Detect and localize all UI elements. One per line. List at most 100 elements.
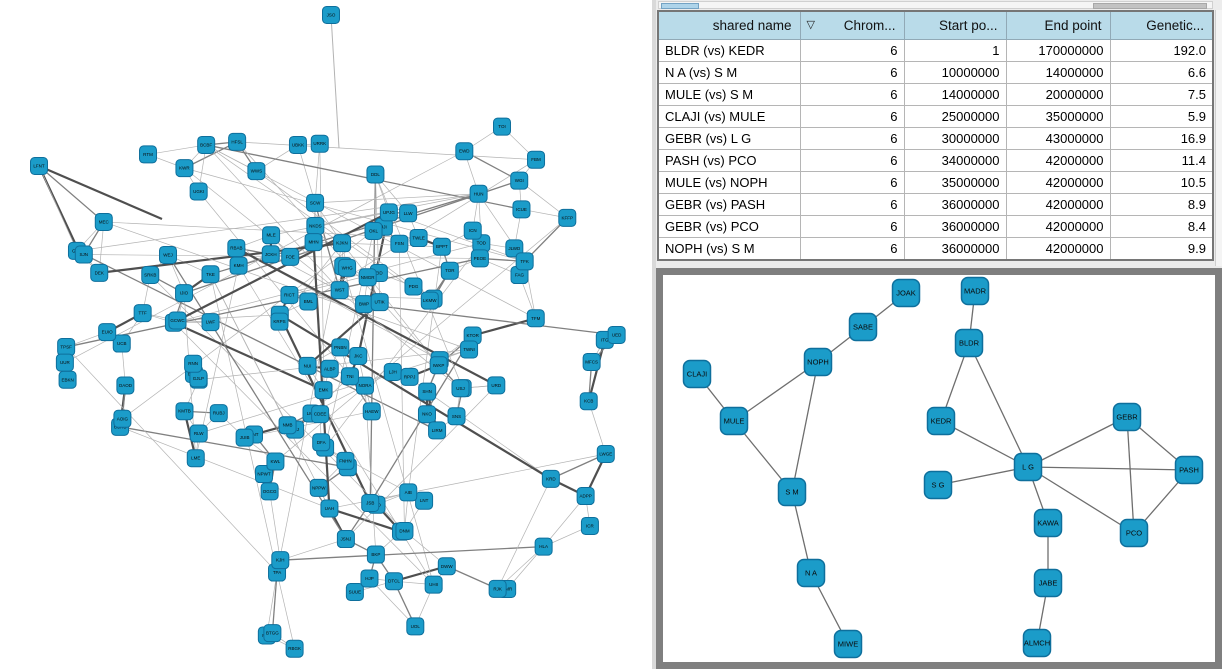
network-node[interactable]: BML <box>299 292 318 311</box>
detail-network-panel[interactable]: JOAK MADR SABE BLDR NOPH CLAJI GEBR MULE KEDR L G… <box>656 268 1222 669</box>
network-node[interactable]: WGI <box>510 171 529 190</box>
network-node[interactable]: DTCL <box>384 572 403 591</box>
network-node[interactable]: MADR <box>960 276 990 306</box>
network-edge[interactable] <box>1027 466 1135 534</box>
scrollbar-thumb[interactable] <box>661 3 699 9</box>
network-node[interactable]: JSB <box>361 493 380 512</box>
network-node[interactable]: EWD <box>455 142 474 161</box>
network-node[interactable]: S M <box>777 477 807 507</box>
network-node[interactable]: JSNJ <box>336 530 355 549</box>
network-edge[interactable] <box>791 361 819 493</box>
network-node[interactable]: JABE <box>1033 568 1063 598</box>
network-node[interactable]: KJH <box>271 551 290 570</box>
network-node[interactable]: PNBN <box>331 338 350 357</box>
network-node[interactable]: BWP <box>355 295 374 314</box>
column-header-shared-name[interactable]: shared name <box>657 10 801 40</box>
network-node[interactable]: LME <box>186 449 205 468</box>
network-node[interactable]: TWNI <box>460 340 479 359</box>
network-node[interactable]: RJK <box>488 579 507 598</box>
network-node[interactable]: IJIO <box>175 284 194 303</box>
network-node[interactable]: EBKN <box>58 370 77 389</box>
network-node[interactable]: GCWC <box>168 311 187 330</box>
network-node[interactable]: GEBR <box>1112 402 1142 432</box>
network-node[interactable]: JOAK <box>891 278 921 308</box>
network-node[interactable]: BLDR <box>954 328 984 358</box>
network-node[interactable]: DNM <box>395 521 414 540</box>
network-node[interactable]: RUBJ <box>209 404 228 423</box>
network-node[interactable]: LFNT <box>30 157 48 175</box>
network-node[interactable]: KCB <box>579 392 598 411</box>
network-node[interactable]: WWS <box>247 162 266 181</box>
network-node[interactable]: KAWA <box>1033 508 1063 538</box>
network-node[interactable]: FSN <box>390 234 409 253</box>
network-edge[interactable] <box>937 466 1029 486</box>
network-node[interactable]: RNN <box>184 354 203 373</box>
overview-network-panel[interactable]: JSOLFNTKOMABDRLJABLTKEUBUKMTBSCWGPGRUBJE… <box>0 0 652 669</box>
network-node[interactable]: EUIO <box>98 323 117 342</box>
table-row[interactable]: MULE (vs) S M 6 14000000 20000000 7.5 <box>657 83 1214 106</box>
network-node[interactable]: LIRM <box>428 421 447 440</box>
network-node[interactable]: LLW <box>399 204 418 223</box>
network-node[interactable]: ICN <box>463 221 482 240</box>
network-node[interactable]: TFM <box>526 309 545 328</box>
network-node[interactable]: DWW <box>437 557 456 576</box>
network-edge[interactable] <box>1027 416 1128 468</box>
network-node[interactable]: AIB <box>399 483 418 502</box>
network-node[interactable]: UED <box>607 325 626 344</box>
column-header-chrom---[interactable]: ▽ Chrom... <box>799 10 905 40</box>
network-node[interactable]: FNHN <box>336 451 355 470</box>
network-node[interactable]: ICR <box>580 516 599 535</box>
network-node[interactable]: KWR <box>175 159 194 178</box>
network-node[interactable]: EMK <box>314 381 333 400</box>
network-node[interactable]: KFFP <box>558 208 577 227</box>
network-node[interactable]: NORA <box>355 376 374 395</box>
network-node[interactable]: OGCG <box>260 482 279 501</box>
network-node[interactable]: KJKN <box>333 234 352 253</box>
network-node[interactable]: NOPH <box>803 347 833 377</box>
network-node[interactable]: MHN <box>304 233 323 252</box>
network-node[interactable]: RTM <box>139 145 158 164</box>
network-node[interactable]: UBKK <box>288 135 307 154</box>
network-node[interactable]: MFCS <box>582 352 601 371</box>
network-node[interactable]: WEJ <box>159 245 178 264</box>
scrollbar-thumb-secondary[interactable] <box>1093 3 1207 9</box>
network-node[interactable]: LWF <box>201 313 220 332</box>
horizontal-scrollbar[interactable] <box>658 1 1213 9</box>
network-node[interactable]: RICT <box>280 286 299 305</box>
network-node[interactable]: TWLE <box>409 229 428 248</box>
column-header-end-point[interactable]: End point <box>1005 10 1111 40</box>
network-edge[interactable] <box>733 361 819 422</box>
network-node[interactable]: DDL <box>366 165 385 184</box>
network-node[interactable]: RLW <box>189 424 208 443</box>
network-node[interactable]: BCBF <box>197 135 216 154</box>
network-node[interactable]: FOE <box>281 247 300 266</box>
network-node[interactable]: KWL <box>266 452 285 471</box>
network-node[interactable]: JUIB <box>235 428 254 447</box>
network-node[interactable]: CLAJI <box>682 359 712 389</box>
table-row[interactable]: PASH (vs) PCO 6 34000000 42000000 11.4 <box>657 149 1214 172</box>
table-row[interactable]: MULE (vs) NOPH 6 35000000 42000000 10.5 <box>657 171 1214 194</box>
network-node[interactable]: DEK <box>90 263 109 282</box>
network-node[interactable]: KMH <box>229 256 248 275</box>
network-node[interactable]: N A <box>796 558 826 588</box>
network-node[interactable]: MEC <box>94 212 113 231</box>
network-node[interactable]: OAOD <box>116 376 135 395</box>
network-node[interactable]: URRK <box>310 134 329 153</box>
table-row[interactable]: CLAJI (vs) MULE 6 25000000 35000000 5.9 <box>657 105 1214 128</box>
network-node[interactable]: RBGK <box>285 639 304 658</box>
network-node[interactable]: PDG <box>404 277 423 296</box>
network-node[interactable]: OKL <box>364 222 383 241</box>
network-node[interactable]: UGKI <box>189 182 208 201</box>
network-node[interactable]: UTIK <box>370 293 389 312</box>
table-row[interactable]: GEBR (vs) PCO 6 36000000 42000000 8.4 <box>657 215 1214 238</box>
network-node[interactable]: LWGE <box>596 445 615 464</box>
network-node[interactable]: SHN <box>418 382 437 401</box>
network-node[interactable]: FBM <box>527 150 546 169</box>
network-node[interactable]: BTGG <box>263 624 282 643</box>
network-node[interactable]: RBAB <box>227 239 246 258</box>
network-node[interactable]: KRD <box>541 469 560 488</box>
network-node[interactable]: LKMW <box>420 291 439 310</box>
network-edge[interactable] <box>968 342 1029 468</box>
vertical-scrollbar[interactable] <box>1215 10 1222 266</box>
network-edge[interactable] <box>1027 466 1190 471</box>
